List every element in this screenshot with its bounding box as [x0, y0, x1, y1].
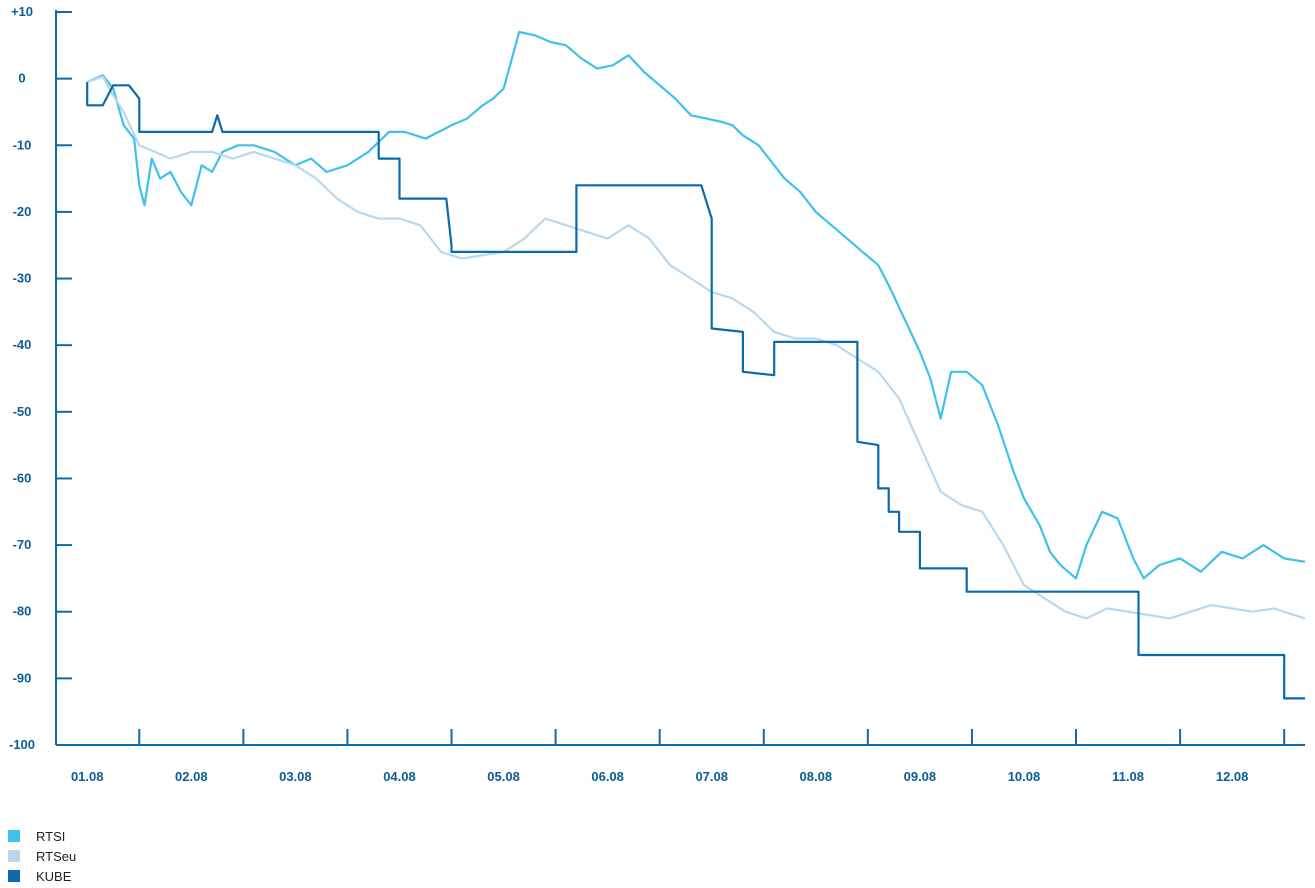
y-tick-label: -100	[9, 737, 35, 752]
series-line-rtseu	[86, 75, 1306, 620]
y-tick-label: 0	[18, 71, 25, 86]
line-chart: +10 0 -10 -20 -30 -40 -50 -60 -70 -80 -90 -100 01.08…	[9, 4, 1306, 784]
axis-layer: +10 0 -10 -20 -30 -40 -50 -60 -70 -80 -90 -100 01.08…	[9, 4, 1305, 784]
legend: RTSI RTSeu KUBE	[8, 826, 76, 886]
x-tick-label: 05.08	[487, 769, 520, 784]
y-tick-label: -60	[13, 470, 32, 485]
series-line-kube	[86, 82, 1305, 700]
legend-item-kube: KUBE	[8, 866, 76, 886]
y-tick-label: -80	[13, 604, 32, 619]
y-tick-label: -30	[13, 271, 32, 286]
series-line-rtsi	[86, 30, 1306, 580]
x-tick-label: 09.08	[904, 769, 937, 784]
legend-swatch-rtsi	[8, 830, 20, 842]
legend-label-kube: KUBE	[36, 868, 72, 884]
y-tick-label: -10	[13, 137, 32, 152]
y-tick-label: -20	[13, 204, 32, 219]
legend-label-rtseu: RTSeu	[36, 848, 77, 864]
x-tick-label: 07.08	[695, 769, 728, 784]
y-tick-label: -50	[13, 404, 32, 419]
legend-item-rtseu: RTSeu	[8, 846, 76, 866]
x-tick-label: 06.08	[591, 769, 624, 784]
x-tick-label: 04.08	[383, 769, 416, 784]
legend-label-rtsi: RTSI	[36, 828, 66, 844]
x-tick-label: 01.08	[71, 769, 104, 784]
y-tick-label: -70	[13, 537, 32, 552]
series-layer	[86, 30, 1306, 700]
y-tick-label: +10	[11, 4, 33, 19]
x-tick-label: 03.08	[279, 769, 312, 784]
y-tick-label: -40	[13, 337, 32, 352]
x-tick-label: 08.08	[800, 769, 833, 784]
x-tick-label: 11.08	[1112, 769, 1144, 784]
legend-swatch-rtseu	[8, 850, 20, 862]
x-tick-label: 12.08	[1216, 769, 1249, 784]
x-tick-label: 10.08	[1008, 769, 1041, 784]
legend-swatch-kube	[8, 870, 20, 882]
legend-item-rtsi: RTSI	[8, 826, 76, 846]
x-tick-label: 02.08	[175, 769, 208, 784]
y-tick-label: -90	[13, 670, 32, 685]
